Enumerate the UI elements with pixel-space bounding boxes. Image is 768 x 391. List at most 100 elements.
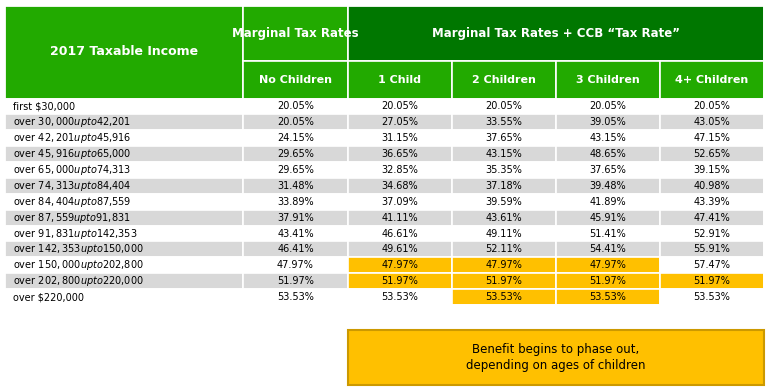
Bar: [4, 210, 243, 226]
Text: over $91,831 up to $142,353: over $91,831 up to $142,353: [13, 226, 137, 240]
Text: over $84,404 up to $87,559: over $84,404 up to $87,559: [13, 195, 131, 209]
Bar: [347, 130, 452, 146]
Bar: [243, 226, 347, 242]
Bar: [347, 242, 452, 257]
Text: Benefit begins to phase out,
depending on ages of children: Benefit begins to phase out, depending o…: [466, 343, 646, 372]
Text: 52.91%: 52.91%: [694, 228, 730, 239]
Bar: [4, 5, 243, 99]
Text: 37.18%: 37.18%: [485, 181, 522, 191]
Text: 36.65%: 36.65%: [381, 149, 418, 159]
Bar: [452, 178, 556, 194]
Bar: [660, 99, 764, 115]
Bar: [243, 257, 347, 273]
Bar: [452, 273, 556, 289]
Text: 3 Children: 3 Children: [576, 75, 640, 85]
Text: 37.91%: 37.91%: [277, 213, 314, 222]
Bar: [452, 257, 556, 273]
Bar: [4, 194, 243, 210]
Bar: [243, 273, 347, 289]
Bar: [556, 162, 660, 178]
Text: over $150,000 up to $202,800: over $150,000 up to $202,800: [13, 258, 144, 272]
Bar: [347, 115, 452, 130]
Text: over $45,916 up to $65,000: over $45,916 up to $65,000: [13, 147, 131, 161]
Bar: [347, 5, 764, 61]
Text: 37.65%: 37.65%: [590, 165, 627, 175]
Text: 4+ Children: 4+ Children: [675, 75, 749, 85]
Text: 20.05%: 20.05%: [590, 102, 627, 111]
Bar: [243, 5, 347, 61]
Text: over $65,000 up to $74,313: over $65,000 up to $74,313: [13, 163, 131, 177]
Text: over $42,201 up to $45,916: over $42,201 up to $45,916: [13, 131, 131, 145]
Bar: [556, 178, 660, 194]
Text: 54.41%: 54.41%: [590, 244, 626, 255]
Bar: [4, 130, 243, 146]
Bar: [243, 242, 347, 257]
Bar: [347, 257, 452, 273]
Bar: [4, 162, 243, 178]
Bar: [347, 178, 452, 194]
Bar: [556, 257, 660, 273]
Text: 2017 Taxable Income: 2017 Taxable Income: [49, 45, 197, 58]
Text: 20.05%: 20.05%: [381, 102, 418, 111]
Bar: [556, 61, 660, 99]
Text: 57.47%: 57.47%: [694, 260, 730, 270]
Bar: [347, 226, 452, 242]
Text: over $74,313 up to $84,404: over $74,313 up to $84,404: [13, 179, 131, 193]
Bar: [452, 162, 556, 178]
Bar: [452, 242, 556, 257]
Text: 37.09%: 37.09%: [381, 197, 418, 207]
Bar: [347, 99, 452, 115]
Bar: [452, 226, 556, 242]
Text: 47.97%: 47.97%: [277, 260, 314, 270]
Bar: [556, 273, 660, 289]
Bar: [347, 330, 764, 385]
Bar: [660, 226, 764, 242]
Text: 51.97%: 51.97%: [381, 276, 418, 286]
Bar: [452, 130, 556, 146]
Text: 31.48%: 31.48%: [277, 181, 314, 191]
Bar: [660, 178, 764, 194]
Text: 51.41%: 51.41%: [590, 228, 626, 239]
Text: 34.68%: 34.68%: [381, 181, 418, 191]
Text: 35.35%: 35.35%: [485, 165, 522, 175]
Bar: [660, 257, 764, 273]
Bar: [347, 194, 452, 210]
Text: 47.41%: 47.41%: [694, 213, 730, 222]
Text: 52.11%: 52.11%: [485, 244, 522, 255]
Text: 20.05%: 20.05%: [277, 117, 314, 127]
Bar: [452, 146, 556, 162]
Text: 48.65%: 48.65%: [590, 149, 626, 159]
Bar: [556, 210, 660, 226]
Bar: [452, 99, 556, 115]
Text: 53.53%: 53.53%: [590, 292, 627, 302]
Text: 43.15%: 43.15%: [590, 133, 626, 143]
Bar: [660, 130, 764, 146]
Bar: [243, 194, 347, 210]
Text: 29.65%: 29.65%: [277, 165, 314, 175]
Text: 20.05%: 20.05%: [485, 102, 522, 111]
Bar: [452, 194, 556, 210]
Text: 47.15%: 47.15%: [694, 133, 730, 143]
Text: 49.61%: 49.61%: [381, 244, 418, 255]
Bar: [4, 178, 243, 194]
Text: 27.05%: 27.05%: [381, 117, 418, 127]
Text: 20.05%: 20.05%: [694, 102, 730, 111]
Text: 39.48%: 39.48%: [590, 181, 626, 191]
Text: 24.15%: 24.15%: [277, 133, 314, 143]
Text: Marginal Tax Rates: Marginal Tax Rates: [232, 27, 359, 39]
Bar: [4, 99, 243, 115]
Text: first $30,000: first $30,000: [13, 102, 75, 111]
Bar: [243, 210, 347, 226]
Text: 33.89%: 33.89%: [277, 197, 314, 207]
Text: 53.53%: 53.53%: [277, 292, 314, 302]
Bar: [4, 146, 243, 162]
Bar: [243, 115, 347, 130]
Bar: [556, 115, 660, 130]
Text: 43.41%: 43.41%: [277, 228, 314, 239]
Text: over $202,800 up to $220,000: over $202,800 up to $220,000: [13, 274, 144, 288]
Bar: [4, 226, 243, 242]
Bar: [243, 99, 347, 115]
Text: 43.39%: 43.39%: [694, 197, 730, 207]
Text: 51.97%: 51.97%: [590, 276, 627, 286]
Bar: [4, 5, 764, 305]
